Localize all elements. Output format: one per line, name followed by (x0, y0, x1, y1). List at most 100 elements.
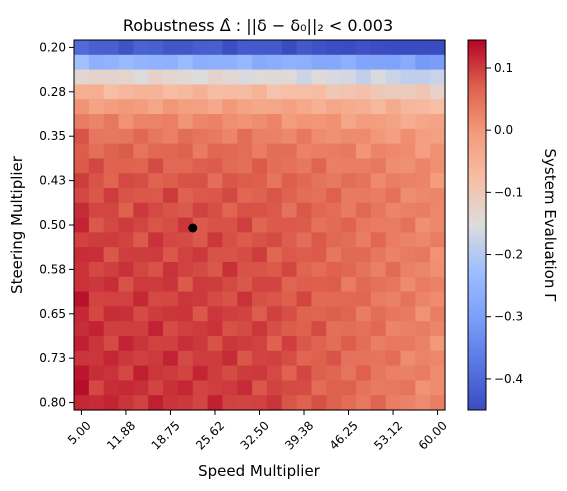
heatmap-cell (192, 158, 209, 174)
heatmap-cell (177, 365, 194, 381)
heatmap-cell (385, 247, 402, 263)
heatmap-cell (163, 158, 179, 174)
heatmap-cell (148, 114, 164, 130)
heatmap-cell (177, 143, 194, 159)
colorbar-tick-label: −0.4 (494, 372, 523, 386)
heatmap-cell (163, 336, 179, 352)
heatmap-cell (355, 247, 372, 263)
colorbar-tick-label: 0.1 (494, 61, 513, 75)
heatmap-cell (74, 336, 90, 352)
heatmap-cell (415, 99, 431, 115)
heatmap-cell (118, 99, 134, 115)
heatmap-cell (177, 84, 194, 100)
heatmap-cell (326, 40, 342, 56)
heatmap-cell (311, 291, 327, 307)
heatmap-cell (103, 380, 120, 396)
heatmap-cell (430, 321, 446, 337)
heatmap-cell (148, 276, 164, 293)
heatmap-cell (296, 84, 313, 100)
heatmap-cell (118, 365, 134, 381)
heatmap-cell (222, 365, 238, 381)
heatmap-cell (326, 365, 342, 381)
heatmap-cell (266, 99, 283, 115)
heatmap-cell (355, 84, 372, 100)
heatmap-cell (222, 232, 238, 248)
heatmap-cell (326, 276, 342, 293)
heatmap-cell (192, 306, 209, 322)
heatmap-cell (326, 54, 342, 71)
heatmap-cell (148, 247, 164, 263)
heatmap-cell (222, 350, 238, 367)
heatmap-cell (222, 217, 238, 233)
heatmap-cell (355, 69, 372, 85)
heatmap-cell (266, 158, 283, 174)
heatmap-cell (103, 291, 120, 307)
heatmap-cell (237, 276, 253, 293)
heatmap-cell (400, 188, 416, 204)
heatmap-cell (177, 395, 194, 411)
heatmap-cell (341, 188, 357, 204)
heatmap-cell (430, 217, 446, 233)
heatmap-cell (163, 188, 179, 204)
heatmap-cell (355, 380, 372, 396)
heatmap-cell (207, 217, 223, 233)
heatmap-cell (341, 128, 357, 145)
heatmap-cell (311, 99, 327, 115)
heatmap-cell (222, 69, 238, 85)
heatmap-cell (341, 84, 357, 100)
heatmap-cell (192, 84, 209, 100)
heatmap-cell (266, 247, 283, 263)
heatmap-cell (385, 232, 402, 248)
heatmap-cell (430, 173, 446, 189)
heatmap-cell (341, 380, 357, 396)
heatmap-cell (192, 247, 209, 263)
heatmap-cell (177, 321, 194, 337)
heatmap-cell (148, 395, 164, 411)
heatmap-cell (192, 99, 209, 115)
heatmap-cell (430, 69, 446, 85)
heatmap-cell (266, 202, 283, 219)
heatmap-cell (311, 306, 327, 322)
heatmap-cell (355, 173, 372, 189)
heatmap-cell (385, 99, 402, 115)
heatmap-cell (74, 350, 90, 367)
heatmap-cell (163, 232, 179, 248)
x-axis-label: Speed Multiplier (198, 462, 321, 480)
heatmap-cell (400, 350, 416, 367)
heatmap-cell (103, 276, 120, 293)
heatmap-cell (192, 54, 209, 71)
heatmap-cell (133, 173, 149, 189)
heatmap-cell (326, 262, 342, 278)
heatmap-cell (148, 128, 164, 145)
heatmap-cell (118, 69, 134, 85)
y-tick-label: 0.28 (39, 85, 66, 99)
heatmap-cell (341, 395, 357, 411)
heatmap-cell (266, 365, 283, 381)
heatmap-cell (385, 306, 402, 322)
heatmap-cell (237, 380, 253, 396)
heatmap-cell (370, 202, 387, 219)
heatmap-cell (163, 40, 179, 56)
heatmap-cell (266, 84, 283, 100)
heatmap-cell (222, 84, 238, 100)
heatmap-cell (177, 99, 194, 115)
x-tick-label: 32.50 (238, 418, 272, 452)
heatmap-cell (118, 395, 134, 411)
heatmap-cell (266, 69, 283, 85)
heatmap-cell (370, 99, 387, 115)
heatmap-cell (133, 350, 149, 367)
heatmap-cell (237, 158, 253, 174)
heatmap-cell (74, 365, 90, 381)
heatmap-cell (266, 143, 283, 159)
y-tick-label: 0.50 (39, 218, 66, 232)
heatmap-cell (163, 365, 179, 381)
heatmap-cell (341, 276, 357, 293)
heatmap-cell (148, 336, 164, 352)
heatmap-cell (385, 143, 402, 159)
heatmap-cell (355, 143, 372, 159)
heatmap-cell (133, 69, 149, 85)
heatmap-cell (370, 128, 387, 145)
heatmap-cell (430, 54, 446, 71)
heatmap-cell (88, 395, 105, 411)
heatmap-cell (430, 128, 446, 145)
